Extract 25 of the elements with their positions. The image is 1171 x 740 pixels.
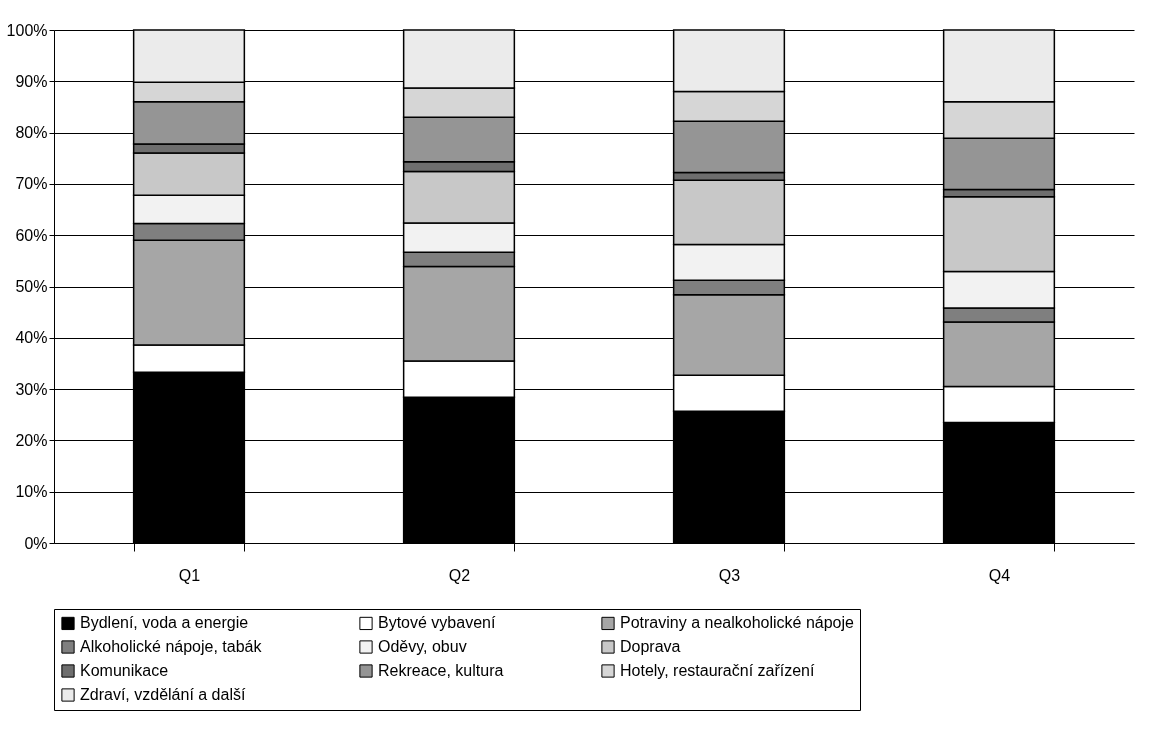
legend-label: Potraviny a nealkoholické nápoje (620, 614, 855, 632)
legend-label: Bytové vybavení (378, 614, 496, 632)
legend-label: Doprava (620, 638, 681, 655)
legend-label: Zdraví, vzdělání a další (80, 686, 246, 703)
y-tick-label: 50% (15, 278, 48, 295)
y-tick-label: 100% (6, 21, 48, 39)
y-tick-label: 10% (15, 483, 48, 501)
legend-label: Alkoholické nápoje, tabák (80, 638, 263, 655)
y-tick-label: 70% (15, 175, 48, 193)
y-tick-label: 80% (15, 124, 48, 142)
x-tick-label: Q2 (448, 566, 471, 584)
y-tick-label: 40% (15, 329, 48, 347)
legend-label: Rekreace, kultura (378, 662, 504, 679)
legend-label: Oděvy, obuv (378, 638, 467, 655)
y-tick-label: 20% (15, 431, 48, 449)
legend-label: Komunikace (80, 662, 169, 679)
y-tick-label: 60% (15, 226, 48, 244)
x-tick-label: Q3 (718, 566, 741, 584)
y-tick-label: 30% (15, 380, 48, 398)
x-tick-label: Q4 (988, 566, 1011, 584)
y-tick-label: 0% (24, 534, 48, 552)
legend-label: Hotely, restaurační zařízení (620, 662, 816, 679)
x-tick-label: Q1 (178, 566, 201, 584)
y-tick-label: 90% (15, 72, 48, 90)
legend-label: Bydlení, voda a energie (80, 614, 249, 632)
